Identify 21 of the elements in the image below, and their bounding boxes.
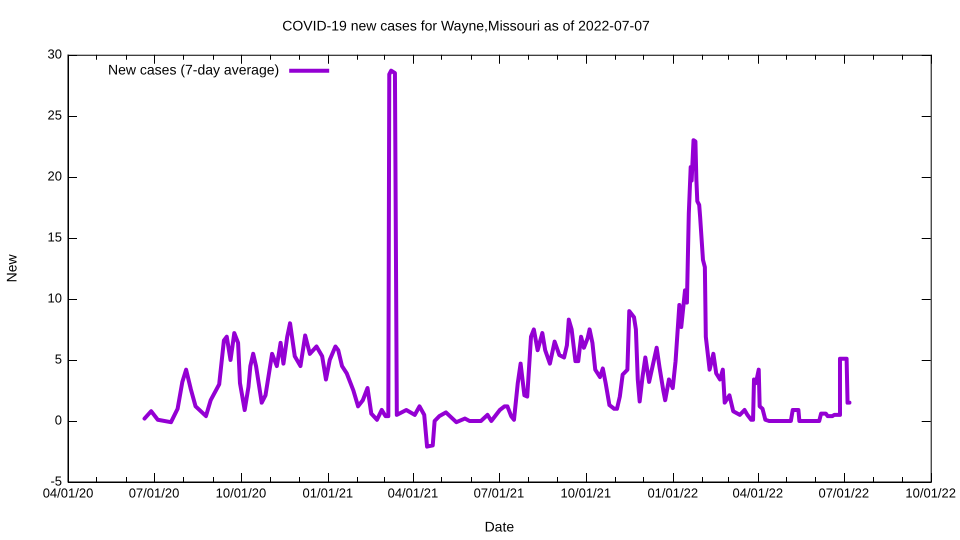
y-tick-label: 25 (48, 107, 62, 122)
x-tick-label: 07/01/21 (474, 485, 524, 500)
y-tick-label: 20 (48, 168, 62, 184)
x-tick-label: 04/01/21 (388, 485, 438, 500)
y-tick-label: 30 (48, 46, 62, 62)
y-tick-label: 5 (54, 352, 62, 367)
x-tick-label: 01/01/21 (302, 485, 354, 500)
x-tick-label: 07/01/22 (818, 485, 870, 500)
x-tick-label: 10/01/21 (560, 485, 612, 500)
x-tick-label: 07/01/20 (128, 485, 180, 500)
x-axis-title: Date (484, 518, 514, 534)
y-tick-label: 15 (48, 229, 62, 244)
y-tick-label: 10 (48, 290, 62, 306)
x-tick-label: 10/01/22 (905, 485, 956, 500)
y-tick-label: 0 (54, 412, 62, 428)
y-axis-title: New (3, 254, 20, 282)
x-tick-label: 01/01/22 (647, 485, 698, 500)
legend-label: New cases (7-day average) (108, 62, 280, 78)
chart-title: COVID-19 new cases for Wayne,Missouri as of 2022-07-07 (282, 17, 650, 34)
x-tick-label: 10/01/20 (216, 485, 266, 500)
x-tick-label: 04/01/22 (732, 485, 784, 500)
